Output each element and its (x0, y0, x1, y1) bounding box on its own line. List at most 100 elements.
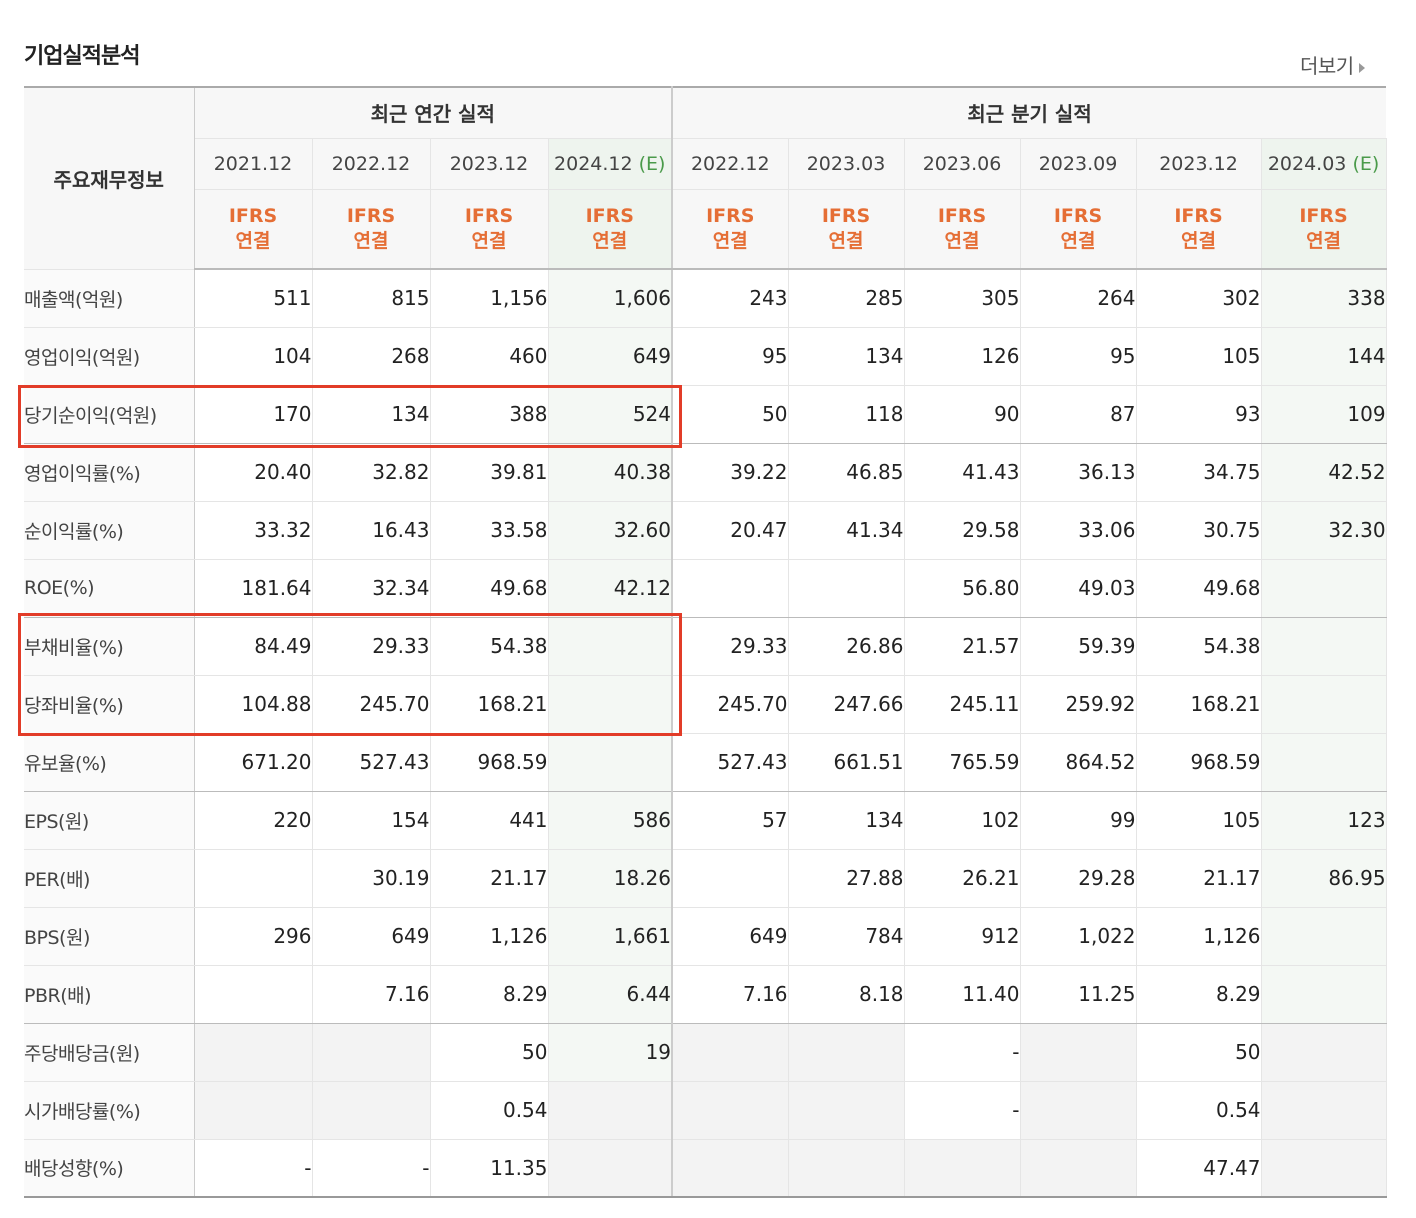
value-cell (788, 1139, 905, 1198)
value-cell: 54.38 (1136, 617, 1262, 676)
value-cell: 33.58 (430, 501, 549, 560)
value-cell: 511 (194, 269, 313, 328)
table-row: 영업이익률(%) 20.40 32.82 39.81 40.38 39.22 46.85 41… (24, 443, 1387, 502)
period-header: 2023.12 (1136, 138, 1262, 190)
value-cell: 1,126 (430, 907, 549, 966)
value-cell: 49.68 (430, 559, 549, 618)
value-cell (1020, 1023, 1137, 1082)
value-cell (194, 849, 313, 908)
period-label: 2024.12 (554, 152, 633, 175)
value-cell (312, 1023, 431, 1082)
value-cell: 105 (1136, 327, 1262, 386)
standard-line-2: 연결 (1181, 229, 1216, 252)
row-label: 매출액(억원) (24, 269, 195, 328)
corner-header: 주요재무정보 (24, 86, 195, 270)
period-header: 2023.06 (904, 138, 1021, 190)
value-cell: 220 (194, 791, 313, 850)
standard-line-1: IFRS (1174, 204, 1223, 227)
value-cell: 40.38 (548, 443, 674, 502)
value-cell: 8.29 (430, 965, 549, 1024)
value-cell: 527.43 (672, 733, 789, 792)
value-cell: 30.19 (312, 849, 431, 908)
value-cell (194, 1081, 313, 1140)
value-cell: 95 (672, 327, 789, 386)
value-cell: 42.12 (548, 559, 674, 618)
value-cell: 84.49 (194, 617, 313, 676)
row-label: 당기순이익(억원) (24, 385, 195, 444)
value-cell (548, 675, 674, 734)
value-cell (672, 1023, 789, 1082)
value-cell: 912 (904, 907, 1021, 966)
table-body: 매출액(억원) 511 815 1,156 1,606 243 285 305 264 302 33… (24, 269, 1387, 1198)
value-cell: 57 (672, 791, 789, 850)
value-cell: 8.18 (788, 965, 905, 1024)
value-cell: 661.51 (788, 733, 905, 792)
value-cell: 6.44 (548, 965, 674, 1024)
value-cell: 134 (312, 385, 431, 444)
value-cell: - (312, 1139, 431, 1198)
value-cell: 0.54 (430, 1081, 549, 1140)
value-cell: 104.88 (194, 675, 313, 734)
value-cell: 32.30 (1261, 501, 1387, 560)
value-cell: 264 (1020, 269, 1137, 328)
estimate-mark: (E) (638, 152, 666, 175)
period-label: 2023.03 (806, 152, 886, 175)
value-cell: 168.21 (1136, 675, 1262, 734)
standard-header: IFRS 연결 (904, 189, 1021, 270)
value-cell: 50 (672, 385, 789, 444)
standard-header: IFRS 연결 (430, 189, 549, 270)
value-cell (548, 733, 674, 792)
value-cell: 1,126 (1136, 907, 1262, 966)
table-row: 당기순이익(억원) 170 134 388 524 50 118 90 87 93 109 (24, 385, 1387, 444)
standard-line-1: IFRS (821, 204, 871, 227)
value-cell: 59.39 (1020, 617, 1137, 676)
row-label: EPS(원) (24, 791, 195, 850)
standard-line-1: IFRS (1299, 204, 1348, 227)
value-cell: 104 (194, 327, 313, 386)
period-header-row: 2021.12 2022.12 2023.12 2024.12 (E) 2022.12 2… (24, 138, 1387, 190)
section-title: 기업실적분석 (24, 44, 140, 69)
value-cell: 168.21 (430, 675, 549, 734)
value-cell: 99 (1020, 791, 1137, 850)
standard-line-2: 연결 (944, 229, 980, 252)
value-cell: 95 (1020, 327, 1137, 386)
value-cell: 47.47 (1136, 1139, 1262, 1198)
value-cell: 19 (548, 1023, 674, 1082)
value-cell: 93 (1136, 385, 1262, 444)
standard-header: IFRS 연결 (788, 189, 905, 270)
period-header: 2022.12 (312, 138, 431, 190)
value-cell (672, 1139, 789, 1198)
value-cell: 243 (672, 269, 789, 328)
value-cell (312, 1081, 431, 1140)
quarter-header: 최근 분기 실적 (672, 86, 1387, 139)
period-label: 2022.12 (331, 152, 411, 175)
standard-line-2: 연결 (471, 229, 507, 252)
period-header: 2022.12 (672, 138, 789, 190)
value-cell (788, 1023, 905, 1082)
value-cell: 90 (904, 385, 1021, 444)
standard-header: IFRS 연결 (1020, 189, 1137, 270)
standard-line-2: 연결 (353, 229, 389, 252)
standard-line-1: IFRS (346, 204, 396, 227)
value-cell: 36.13 (1020, 443, 1137, 502)
row-label: 배당성향(%) (24, 1139, 195, 1198)
period-header: 2024.12 (E) (548, 138, 674, 190)
standard-header-row: IFRS 연결 IFRS 연결 IFRS 연결 IFRS 연결 IFRS 연결 IFRS 연결 IFRS… (24, 189, 1387, 270)
table-row: 영업이익(억원) 104 268 460 649 95 134 126 95 105 144 (24, 327, 1387, 386)
value-cell: 26.86 (788, 617, 905, 676)
row-label: PBR(배) (24, 965, 195, 1024)
value-cell (1261, 733, 1387, 792)
period-label: 2021.12 (213, 152, 293, 175)
period-label: 2023.12 (1159, 152, 1238, 175)
value-cell: 26.21 (904, 849, 1021, 908)
row-label: BPS(원) (24, 907, 195, 966)
table-row: 시가배당률(%) 0.54 - 0.54 (24, 1081, 1387, 1140)
value-cell (548, 617, 674, 676)
value-cell (672, 1081, 789, 1140)
value-cell: 305 (904, 269, 1021, 328)
value-cell: 41.34 (788, 501, 905, 560)
value-cell: 11.40 (904, 965, 1021, 1024)
value-cell (1261, 675, 1387, 734)
more-link[interactable]: 더보기 (1300, 50, 1365, 79)
row-label: 주당배당금(원) (24, 1023, 195, 1082)
